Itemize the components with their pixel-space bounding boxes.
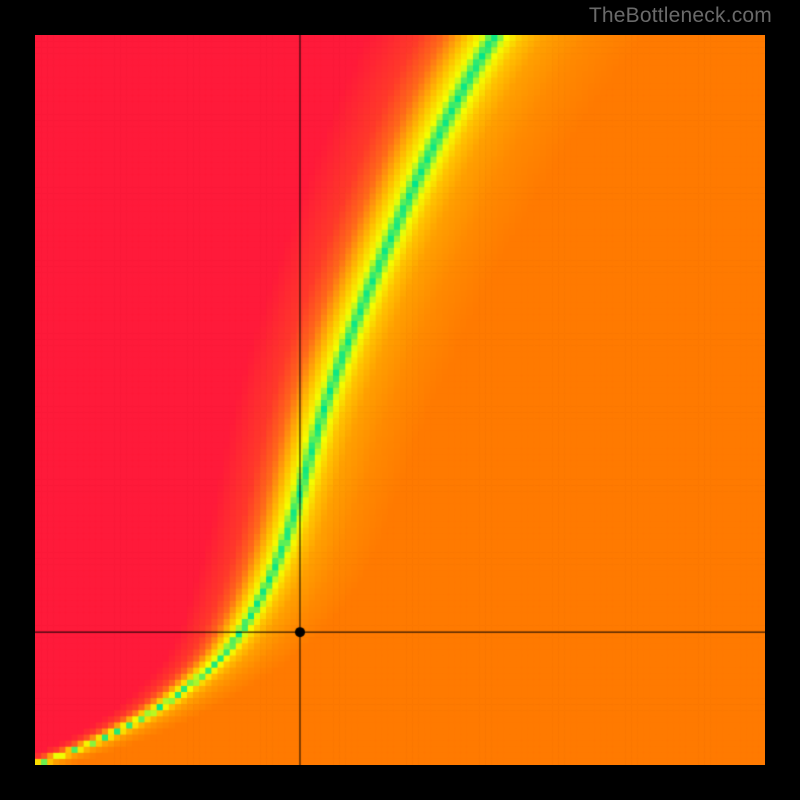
watermark-text: TheBottleneck.com	[589, 4, 772, 28]
heatmap-plot	[35, 35, 765, 765]
heatmap-canvas	[35, 35, 765, 765]
